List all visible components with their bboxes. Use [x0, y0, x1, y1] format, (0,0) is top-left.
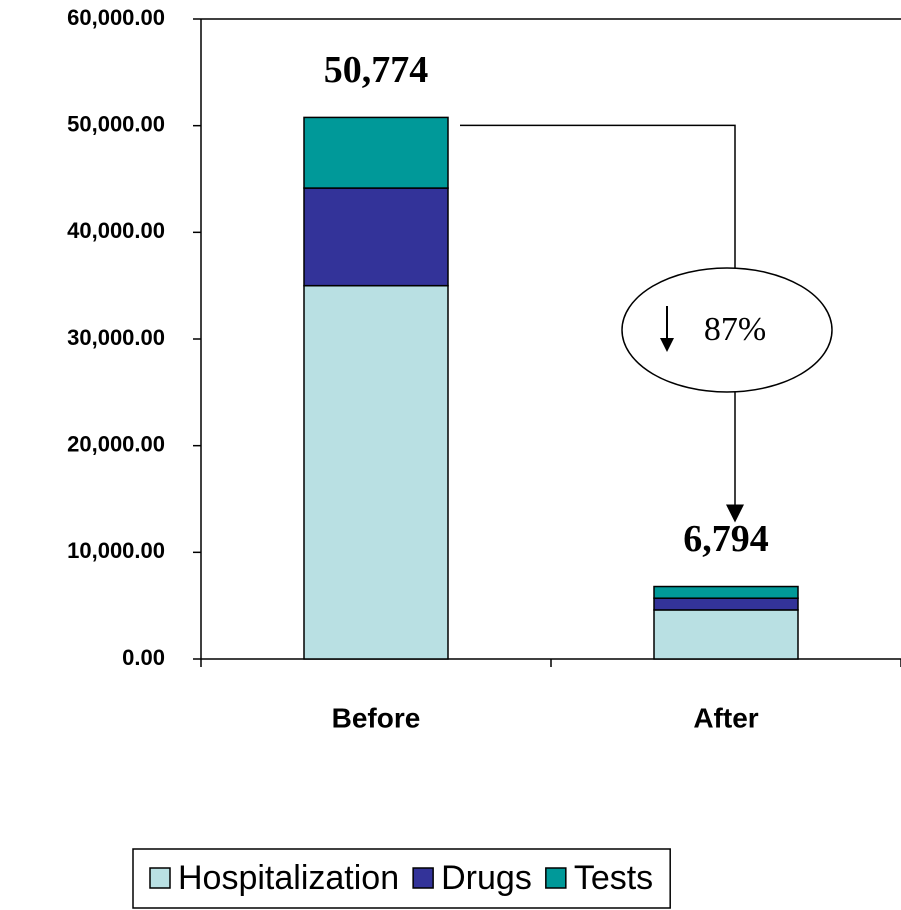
legend-label: Tests [574, 859, 653, 897]
annotation-arrow-head [660, 338, 674, 352]
y-tick-label: 40,000.00 [67, 218, 165, 243]
y-tick-label: 20,000.00 [67, 431, 165, 456]
y-tick-label: 30,000.00 [67, 325, 165, 350]
legend: Hospitalization Drugs Tests [132, 848, 671, 909]
arrow-head [726, 504, 744, 523]
x-tick-label: After [693, 702, 758, 733]
legend-label: Hospitalization [178, 859, 399, 897]
bar-segment [303, 284, 449, 660]
bar-segment [653, 609, 799, 660]
annotation-ellipse [621, 267, 833, 393]
y-tick-label: 60,000.00 [67, 5, 165, 30]
x-tick-label: Before [332, 702, 421, 733]
total-label: 6,794 [683, 518, 769, 560]
total-label: 50,774 [324, 49, 429, 91]
bar-segment [653, 585, 799, 599]
legend-swatch [149, 867, 171, 889]
y-tick-label: 50,000.00 [67, 111, 165, 136]
connector [460, 124, 736, 268]
annotation: 87% [704, 311, 766, 348]
legend-box [132, 848, 671, 909]
legend-label: Drugs [441, 859, 532, 897]
bar-segment [653, 597, 799, 611]
legend-swatch [412, 867, 434, 889]
bar-segment [303, 187, 449, 287]
y-tick-label: 10,000.00 [67, 538, 165, 563]
y-tick-label: 0.00 [122, 645, 165, 670]
bar-segment [303, 116, 449, 189]
legend-swatch [545, 867, 567, 889]
